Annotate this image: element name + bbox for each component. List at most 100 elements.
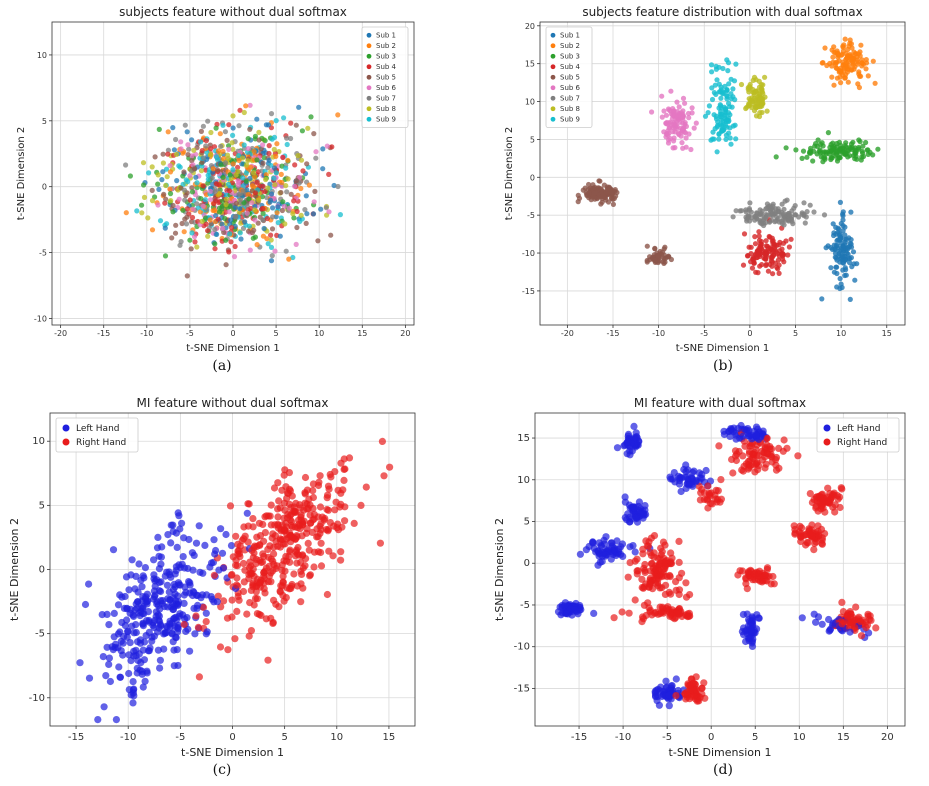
data-point xyxy=(297,567,305,575)
x-tick-label: -10 xyxy=(615,732,631,743)
data-point xyxy=(129,678,137,686)
data-point xyxy=(210,166,216,172)
data-point xyxy=(139,683,147,691)
data-point xyxy=(644,599,652,607)
points xyxy=(554,421,880,710)
data-point xyxy=(135,650,143,658)
x-tick-label: 15 xyxy=(837,732,850,743)
data-point xyxy=(233,574,241,582)
data-point xyxy=(139,619,147,627)
data-point xyxy=(285,485,294,493)
data-point xyxy=(99,653,107,661)
data-point xyxy=(247,126,253,132)
data-point xyxy=(150,593,159,601)
data-point xyxy=(269,567,277,575)
data-point xyxy=(834,284,840,290)
data-point xyxy=(554,608,563,616)
data-point xyxy=(802,220,808,226)
data-point xyxy=(155,552,163,560)
data-point xyxy=(814,507,822,515)
data-point xyxy=(836,147,842,153)
data-point xyxy=(227,542,236,550)
data-point xyxy=(317,539,325,547)
data-point xyxy=(270,205,276,211)
x-tick-label: 5 xyxy=(274,329,279,338)
data-point xyxy=(262,564,270,572)
data-point xyxy=(176,163,182,169)
chart-d: -15 -10 -5 0 5 10 15 20 -15 -10 -5 0 5 10 15 MI feature… xyxy=(465,390,929,786)
data-point xyxy=(816,148,822,154)
data-point xyxy=(324,143,330,149)
data-point xyxy=(232,532,240,540)
data-point xyxy=(160,630,168,638)
data-point xyxy=(268,111,275,117)
data-point xyxy=(723,106,729,113)
data-point xyxy=(230,146,236,152)
data-point xyxy=(838,80,844,86)
data-point xyxy=(195,522,203,530)
data-point xyxy=(821,530,829,538)
data-point xyxy=(780,211,786,217)
data-point xyxy=(242,219,248,225)
data-point xyxy=(297,598,305,606)
data-point xyxy=(288,191,294,197)
data-point xyxy=(831,82,837,88)
data-point xyxy=(211,144,218,150)
x-axis-label: t-SNE Dimension 1 xyxy=(181,746,284,759)
data-point xyxy=(180,534,188,542)
data-point xyxy=(750,256,756,262)
data-point xyxy=(174,661,182,670)
data-point xyxy=(680,95,687,101)
data-point xyxy=(199,603,208,611)
data-point xyxy=(310,563,318,571)
data-point xyxy=(763,564,772,572)
data-point xyxy=(659,538,668,546)
data-point xyxy=(302,207,308,213)
data-point xyxy=(760,96,766,102)
data-point xyxy=(698,684,706,692)
data-point xyxy=(280,499,289,507)
data-point xyxy=(165,129,171,135)
data-point xyxy=(260,537,268,545)
data-point xyxy=(167,573,175,581)
data-point xyxy=(725,68,731,74)
data-point xyxy=(602,551,610,559)
data-point xyxy=(223,237,229,243)
x-tick-label: 0 xyxy=(230,329,235,338)
data-point xyxy=(751,91,757,97)
data-point xyxy=(836,226,842,233)
data-point xyxy=(149,198,156,204)
data-point xyxy=(293,241,299,247)
data-point xyxy=(241,142,247,148)
data-point xyxy=(141,182,147,188)
data-point xyxy=(266,150,272,157)
data-point xyxy=(828,156,834,163)
data-point xyxy=(630,434,638,442)
y-tick-label: -5 xyxy=(35,629,45,640)
data-point xyxy=(682,100,688,106)
data-point xyxy=(804,209,810,215)
data-point xyxy=(299,128,305,134)
data-point xyxy=(165,147,171,153)
data-point xyxy=(245,632,253,640)
data-point xyxy=(680,111,686,118)
data-point xyxy=(761,571,769,579)
data-point xyxy=(829,246,836,252)
data-point xyxy=(650,532,659,540)
data-point xyxy=(870,152,876,158)
data-point xyxy=(784,197,790,203)
data-point xyxy=(337,500,345,508)
y-tick-label: 10 xyxy=(32,436,45,447)
data-point xyxy=(169,594,177,602)
x-tick-label: 0 xyxy=(708,732,714,743)
data-point xyxy=(574,610,582,618)
data-point xyxy=(275,497,283,505)
data-point xyxy=(144,597,152,605)
data-point xyxy=(605,199,612,205)
data-point xyxy=(608,542,616,550)
data-point xyxy=(662,677,670,685)
data-point xyxy=(218,143,224,149)
data-point xyxy=(678,129,685,135)
data-point xyxy=(856,137,862,143)
data-point xyxy=(274,210,280,216)
